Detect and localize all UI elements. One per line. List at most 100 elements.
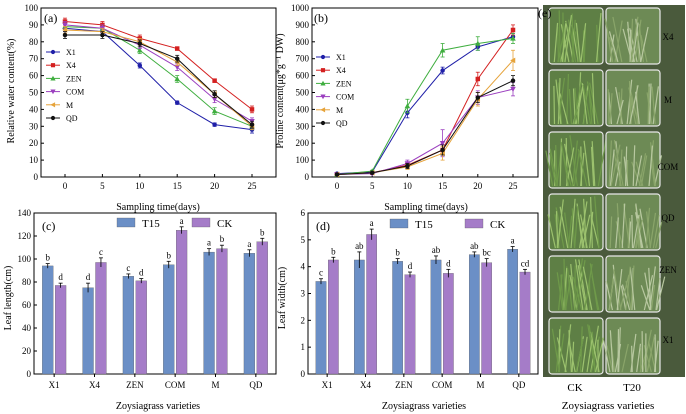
grass-blade	[621, 284, 631, 311]
panel-e-photo: (e) X4 M COM QD ZEN X1 CK T20 Zoysiagrass var…	[538, 5, 685, 412]
grass-blade	[616, 203, 621, 249]
bar-ck-m	[216, 248, 228, 375]
grass-blade	[577, 148, 588, 187]
panel-a-label: (a)	[44, 11, 57, 25]
grass-blade	[650, 161, 656, 187]
photo-row-label: M	[664, 95, 672, 105]
grass-pot	[548, 255, 604, 313]
b-ytick-label: 1000	[291, 3, 310, 13]
grass-blade	[574, 206, 579, 249]
c-ytick-label: 60	[22, 300, 32, 310]
series-com	[62, 21, 255, 126]
grass-blade	[625, 266, 631, 311]
marker-m	[510, 57, 516, 64]
marker-qd	[50, 115, 56, 121]
grass-blade	[575, 22, 581, 63]
panel-a-xlabel: Sampling time(days)	[116, 202, 200, 213]
bar-t15-com	[163, 264, 175, 375]
grass-blade	[557, 78, 561, 125]
b-ytick-label: 600	[296, 71, 310, 81]
d-category-label: QD	[512, 380, 525, 390]
legend-label-m: M	[66, 101, 73, 110]
grass-blade	[631, 161, 641, 187]
panel-d-axes: 0 1 2 3 4 5 6 X1 X4 ZEN COM M QD	[301, 208, 539, 390]
c-category-label: ZEN	[126, 380, 144, 390]
grass-blade	[547, 214, 556, 249]
panel-d-label: (d)	[316, 219, 330, 233]
a-ytick-label: 10	[29, 155, 39, 165]
grass-blade	[591, 217, 600, 249]
legend-label-x1: X1	[66, 48, 76, 57]
a-xtick-label: 15	[173, 181, 183, 191]
significance-letter: a	[247, 239, 251, 249]
panel-b-proline-content: (b) 0 100 200 300 400 500 600 700 800 900 1000 0 5 10…	[275, 3, 539, 213]
marker-zen	[50, 75, 56, 81]
grass-blade	[629, 85, 639, 125]
photo-row-labels: X4 M COM QD ZEN X1	[658, 32, 679, 345]
panel-a-ylabel: Relative water content(%)	[6, 39, 17, 144]
grass-blade	[656, 276, 666, 311]
c-ytick-label: 100	[18, 254, 32, 264]
grass-blade	[589, 211, 594, 249]
grass-blade	[565, 20, 574, 63]
grass-blade	[557, 199, 564, 249]
grass-blade	[640, 155, 648, 187]
bar-t15-zen	[392, 261, 403, 375]
marker-m	[50, 102, 56, 108]
grass-blade	[648, 341, 657, 373]
marker-qd	[249, 122, 255, 127]
panel-c-legend: T15 CK	[116, 217, 232, 230]
marker-x4	[510, 27, 516, 33]
grass-blade	[555, 79, 562, 125]
bar-t15-m	[203, 251, 215, 375]
panel-b-ylabel: Proline content(μg*g⁻¹ DW)	[275, 33, 286, 148]
a-ytick-label: 60	[29, 71, 39, 81]
grass-blade	[655, 277, 661, 311]
grass-blade	[596, 24, 599, 63]
d-frame	[307, 212, 539, 375]
grass-pot	[602, 317, 661, 375]
grass-blade	[583, 28, 586, 63]
bar-ck-x1	[328, 259, 339, 375]
b-xtick-label: 10	[403, 181, 413, 191]
legend-label-t15: T15	[142, 218, 160, 230]
series-x4	[334, 24, 516, 177]
grass-blade	[647, 86, 650, 125]
grass-blade	[581, 336, 588, 373]
significance-letter: a	[370, 218, 374, 228]
grass-blade	[616, 268, 623, 311]
grass-blade	[652, 86, 659, 125]
bar-ck-m	[481, 262, 493, 375]
a-ytick-label: 70	[29, 54, 39, 64]
grass-blade	[653, 155, 663, 187]
bar-t15-qd	[243, 253, 255, 375]
significance-letter: cd	[521, 258, 530, 268]
marker-qd	[475, 95, 481, 100]
a-xtick-label: 20	[210, 181, 220, 191]
grass-blade	[563, 143, 574, 187]
a-ytick-label: 100	[25, 3, 39, 13]
marker-com	[510, 86, 516, 92]
grass-blade	[629, 267, 636, 311]
grass-pot	[605, 193, 663, 251]
c-ytick-label: 40	[22, 323, 32, 333]
d-ytick-label: 3	[301, 289, 306, 299]
series-m	[62, 26, 255, 131]
grass-blade	[551, 328, 561, 373]
grass-blade	[631, 345, 633, 373]
series-line-com	[336, 88, 514, 175]
grass-blade	[630, 16, 639, 63]
grass-blade	[608, 92, 613, 125]
grass-blade	[559, 138, 563, 187]
bar-ck-zen	[404, 274, 416, 375]
marker-qd	[510, 78, 516, 83]
grass-blade	[568, 330, 572, 373]
panel-b-legend: X1 X4 ZEN COM M QD	[316, 53, 354, 128]
c-ytick-label: 0	[27, 369, 32, 379]
grass-blade	[590, 146, 595, 187]
grass-blade	[624, 146, 628, 187]
significance-letter: b	[166, 250, 171, 260]
panel-d-legend: T15 CK	[389, 218, 505, 231]
